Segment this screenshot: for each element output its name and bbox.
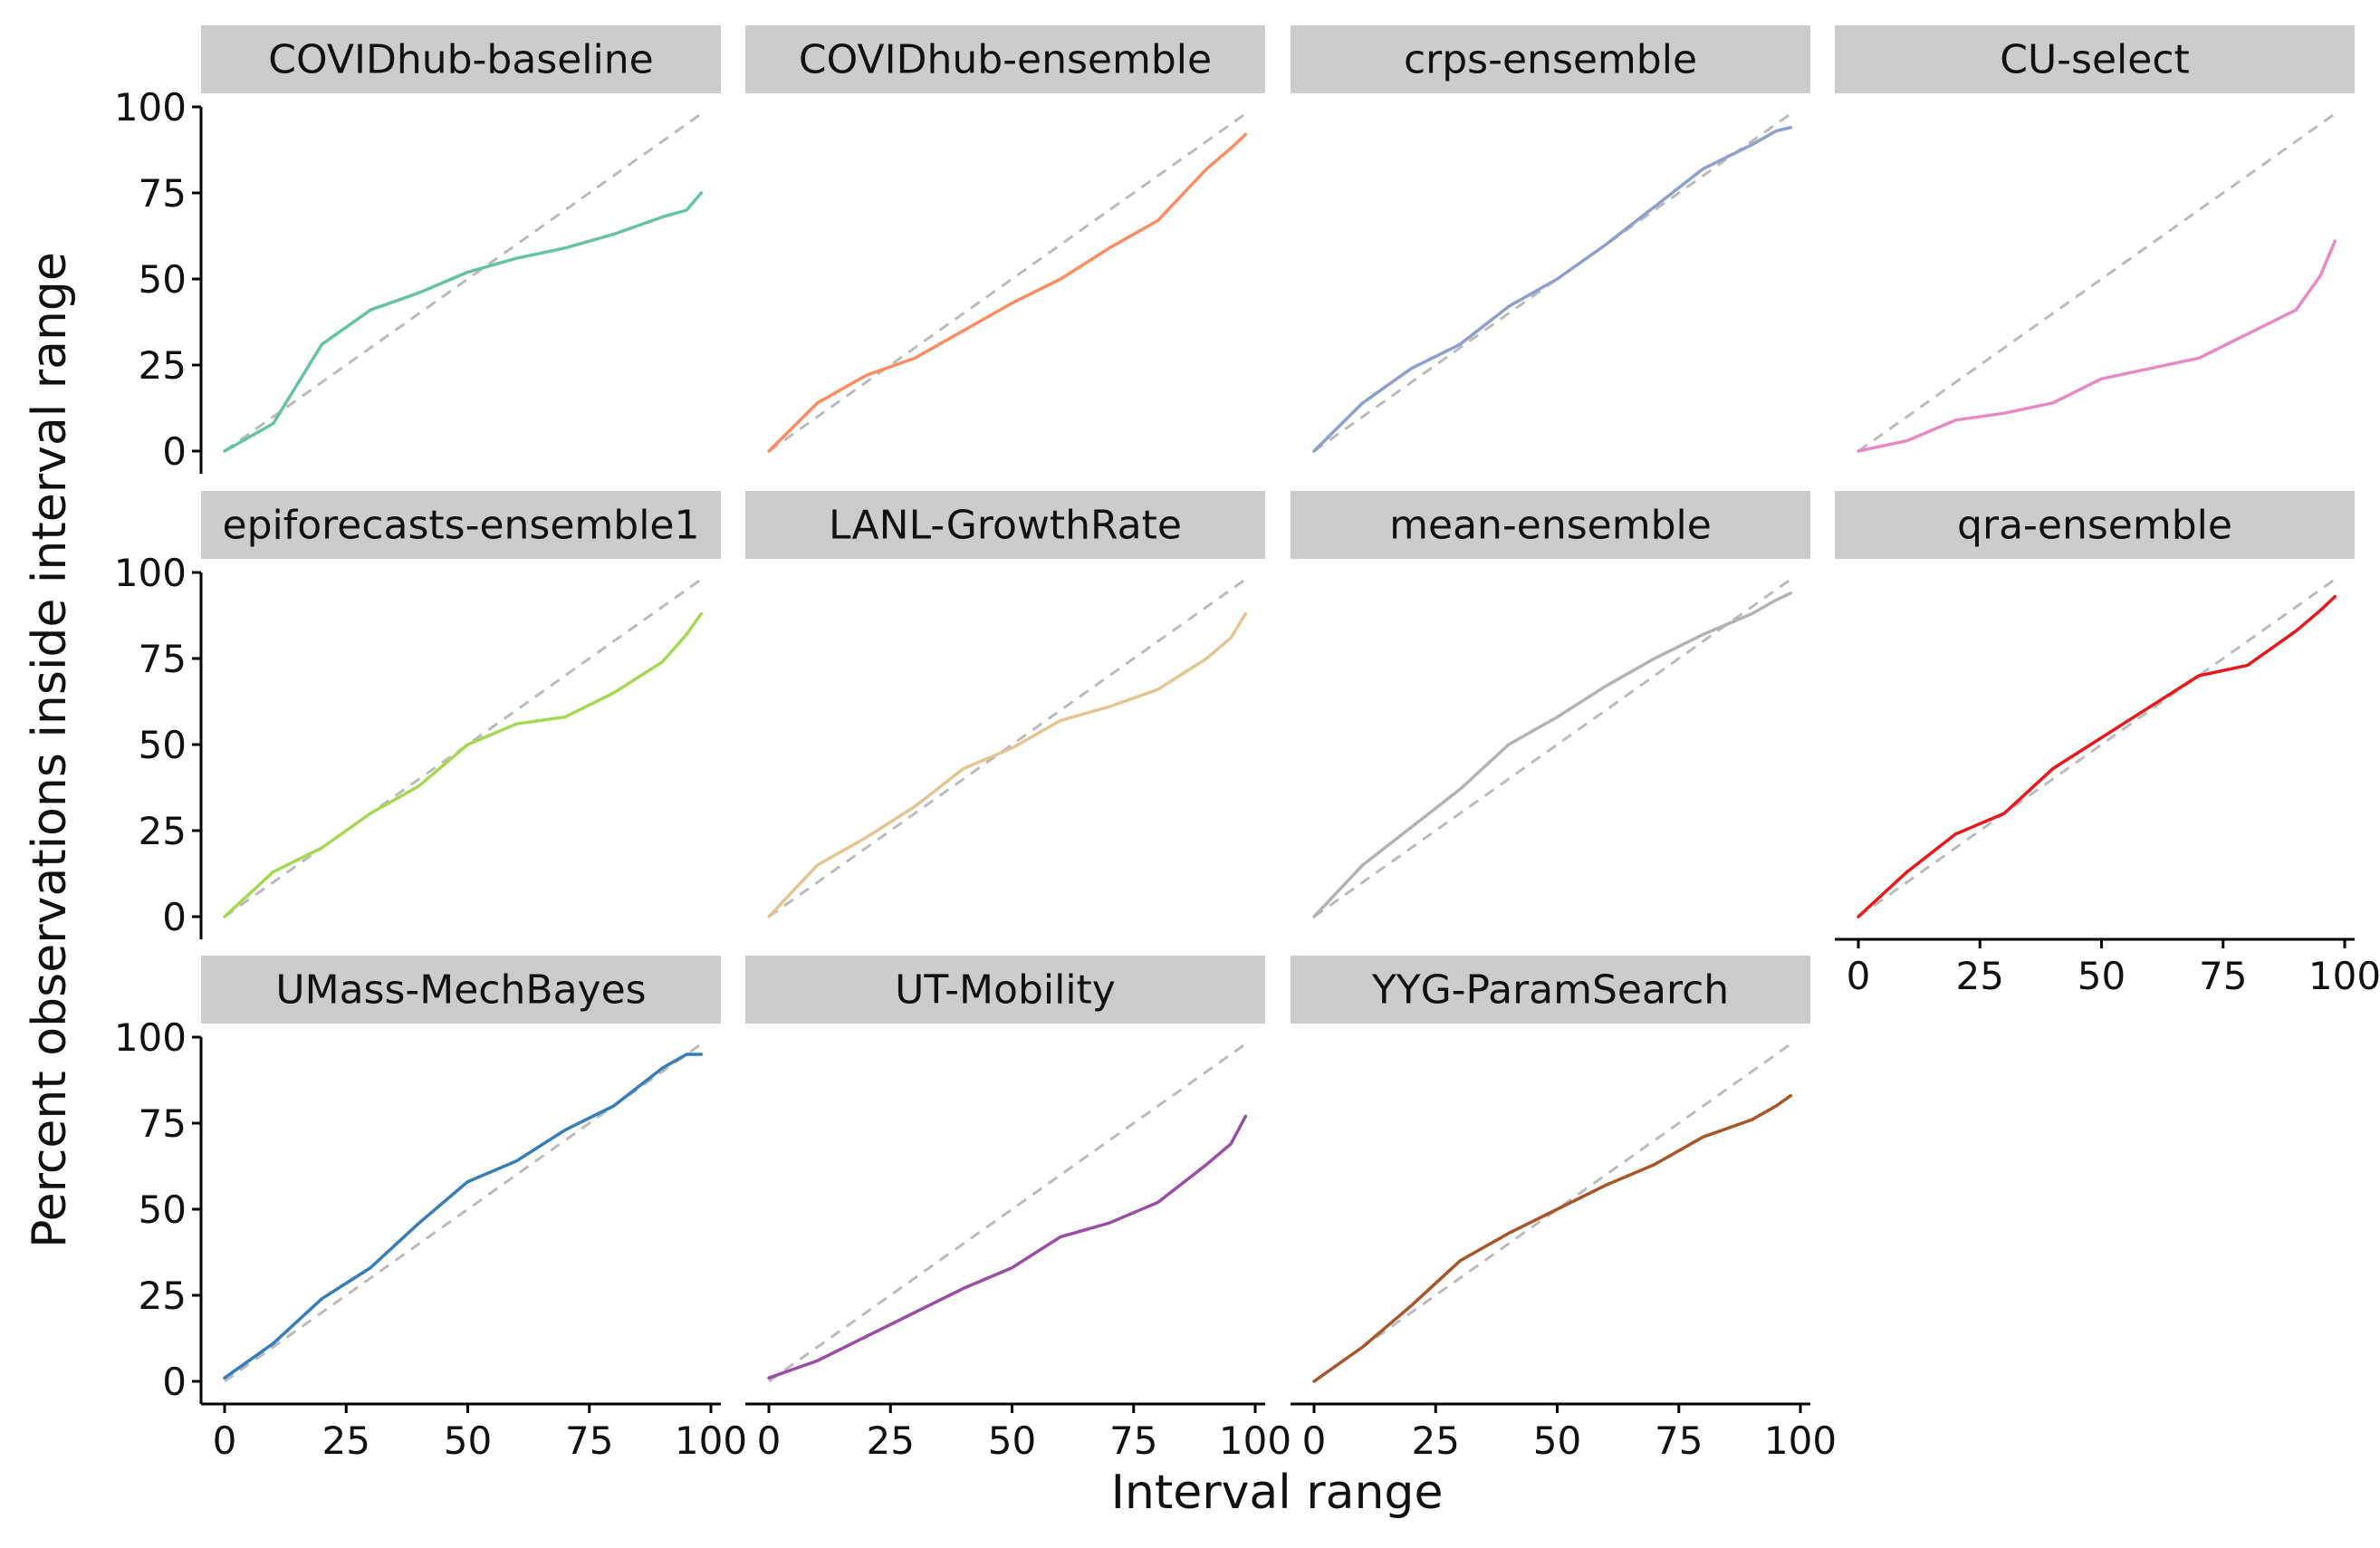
facets-layer: COVIDhub-baseline 0 25 50 75 100 COVIDhub-ense… bbox=[114, 25, 2380, 1463]
x-tick-label: 0 bbox=[213, 1418, 237, 1463]
facet-panel: COVIDhub-baseline 0 25 50 75 100 bbox=[114, 25, 721, 474]
facet-title: crps-ensemble bbox=[1404, 37, 1697, 83]
series-line bbox=[1312, 1093, 1793, 1383]
facet-strip bbox=[1291, 491, 1810, 559]
facet-panel: qra-ensemble 0 25 50 75 100 bbox=[1835, 491, 2380, 998]
y-tick-label: 0 bbox=[162, 429, 187, 474]
facet-title: COVIDhub-ensemble bbox=[799, 37, 1212, 83]
facet-panel: UMass-MechBayes 0 25 50 75 100 0 25 50 75 100 bbox=[114, 956, 747, 1463]
facet-panel: YYG-ParamSearch 0 25 50 75 100 bbox=[1291, 956, 1837, 1463]
series-line bbox=[1857, 239, 2337, 453]
x-tick-label: 25 bbox=[1412, 1418, 1460, 1463]
reference-diagonal bbox=[1857, 112, 2337, 453]
x-tick-label: 25 bbox=[1956, 954, 2004, 998]
facet-panel: COVIDhub-ensemble bbox=[745, 25, 1265, 453]
facet-title: UMass-MechBayes bbox=[275, 967, 646, 1014]
y-tick-label: 0 bbox=[162, 1360, 187, 1404]
facet-strip bbox=[201, 491, 721, 559]
reference-diagonal bbox=[224, 1043, 703, 1383]
facet-title: qra-ensemble bbox=[1957, 503, 2232, 549]
reference-diagonal bbox=[768, 1043, 1247, 1383]
facet-title: UT-Mobility bbox=[895, 967, 1116, 1014]
y-tick-label: 75 bbox=[139, 637, 187, 681]
facet-strip bbox=[745, 25, 1265, 93]
facet-panel: crps-ensemble bbox=[1291, 25, 1810, 453]
y-tick-label: 100 bbox=[114, 85, 187, 130]
series-line bbox=[1312, 126, 1793, 453]
x-tick-label: 50 bbox=[1533, 1418, 1581, 1463]
series-line bbox=[223, 1053, 704, 1380]
facet-panel: UT-Mobility 0 25 50 75 100 bbox=[745, 956, 1291, 1463]
facet-title: epiforecasts-ensemble1 bbox=[223, 503, 700, 549]
y-tick-label: 50 bbox=[139, 257, 187, 302]
y-tick-label: 50 bbox=[139, 1187, 187, 1232]
facet-strip bbox=[1291, 25, 1810, 93]
series-line bbox=[767, 1114, 1248, 1380]
y-tick-label: 100 bbox=[114, 551, 187, 595]
y-tick-label: 75 bbox=[139, 1101, 187, 1146]
y-tick-label: 50 bbox=[139, 723, 187, 767]
x-tick-label: 0 bbox=[1847, 954, 1871, 998]
x-tick-label: 75 bbox=[1655, 1418, 1703, 1463]
facet-panel: CU-select bbox=[1835, 25, 2355, 453]
facet-strip bbox=[1291, 956, 1810, 1024]
y-tick-label: 25 bbox=[139, 343, 187, 388]
x-tick-label: 100 bbox=[1219, 1418, 1291, 1463]
reference-diagonal bbox=[768, 112, 1247, 453]
reference-diagonal bbox=[1857, 578, 2337, 918]
facet-panel: mean-ensemble bbox=[1291, 491, 1810, 918]
reference-diagonal bbox=[1313, 578, 1792, 918]
facet-strip bbox=[201, 956, 721, 1024]
facet-title: mean-ensemble bbox=[1389, 503, 1712, 549]
series-line bbox=[223, 611, 704, 918]
x-tick-label: 25 bbox=[867, 1418, 915, 1463]
y-tick-label: 75 bbox=[139, 171, 187, 216]
y-tick-label: 0 bbox=[162, 895, 187, 939]
x-tick-label: 100 bbox=[2308, 954, 2380, 998]
facet-panel: LANL-GrowthRate bbox=[745, 491, 1265, 918]
x-tick-label: 0 bbox=[1302, 1418, 1327, 1463]
x-tick-label: 50 bbox=[444, 1418, 492, 1463]
y-tick-label: 25 bbox=[139, 809, 187, 853]
y-tick-label: 25 bbox=[139, 1274, 187, 1318]
x-tick-label: 75 bbox=[565, 1418, 613, 1463]
y-tick-label: 100 bbox=[114, 1015, 187, 1060]
x-tick-label: 0 bbox=[757, 1418, 782, 1463]
series-line bbox=[1857, 594, 2337, 918]
facet-strip bbox=[201, 25, 721, 93]
x-tick-label: 75 bbox=[1109, 1418, 1157, 1463]
facet-strip bbox=[745, 491, 1265, 559]
facet-strip bbox=[1835, 25, 2355, 93]
reference-diagonal bbox=[768, 578, 1247, 918]
facet-panel: epiforecasts-ensemble1 0 25 50 75 100 bbox=[114, 491, 721, 939]
x-axis-title: Interval range bbox=[1111, 1466, 1444, 1520]
facet-title: LANL-GrowthRate bbox=[829, 503, 1182, 549]
x-tick-label: 50 bbox=[2078, 954, 2126, 998]
facet-strip bbox=[1835, 491, 2355, 559]
facet-title: YYG-ParamSearch bbox=[1371, 967, 1729, 1014]
reference-diagonal bbox=[224, 112, 703, 453]
x-tick-label: 75 bbox=[2199, 954, 2247, 998]
facet-title: COVIDhub-baseline bbox=[268, 37, 653, 83]
x-tick-label: 25 bbox=[322, 1418, 370, 1463]
series-line bbox=[1312, 591, 1793, 918]
series-line bbox=[767, 611, 1248, 918]
x-tick-label: 100 bbox=[675, 1418, 747, 1463]
facet-strip bbox=[745, 956, 1265, 1024]
x-tick-label: 50 bbox=[988, 1418, 1036, 1463]
series-line bbox=[223, 191, 704, 453]
facet-title: CU-select bbox=[2000, 37, 2190, 83]
series-line bbox=[767, 132, 1248, 453]
x-tick-label: 100 bbox=[1764, 1418, 1837, 1463]
y-axis-title: Percent observations inside interval ran… bbox=[23, 252, 77, 1248]
